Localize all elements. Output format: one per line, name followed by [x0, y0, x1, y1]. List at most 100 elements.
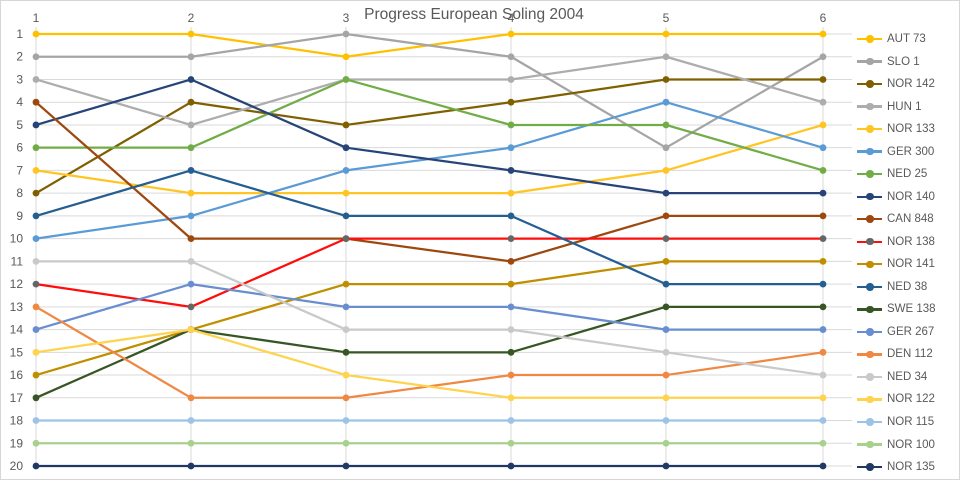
- legend-line-swatch: [857, 418, 882, 426]
- x-axis-label: 2: [188, 11, 195, 25]
- data-point-nor-142: [342, 121, 350, 129]
- data-point-nor-140: [507, 167, 515, 174]
- legend-marker-dot: [866, 418, 874, 426]
- legend-label: DEN 112: [887, 348, 933, 361]
- legend-label: SLO 1: [887, 55, 920, 68]
- legend-marker-dot: [866, 35, 874, 43]
- legend-item-nor-135[interactable]: NOR 135: [857, 456, 935, 478]
- legend-line-swatch: [857, 463, 882, 471]
- data-point-nor-138: [662, 235, 670, 243]
- legend-line-swatch: [857, 125, 882, 133]
- data-point-nor-141: [819, 257, 827, 265]
- y-axis-label: 6: [16, 141, 23, 155]
- legend-item-den-112[interactable]: DEN 112: [857, 343, 933, 365]
- data-point-nor-115: [32, 417, 40, 424]
- series-line-ned-38: [35, 169, 823, 286]
- data-point-hun-1: [819, 98, 827, 106]
- data-point-ger-267: [32, 326, 40, 333]
- legend-item-ger-300[interactable]: GER 300: [857, 141, 934, 163]
- legend-marker-dot: [866, 463, 874, 471]
- data-point-nor-140: [187, 76, 195, 83]
- y-axis-label: 8: [16, 186, 23, 200]
- legend-label: CAN 848: [887, 213, 934, 226]
- data-point-ned-25: [662, 121, 670, 129]
- data-point-hun-1: [662, 53, 670, 61]
- x-axis-label: 1: [33, 11, 40, 25]
- data-point-nor-115: [187, 417, 195, 424]
- data-point-nor-138: [32, 280, 40, 288]
- legend-item-ned-25[interactable]: NED 25: [857, 163, 927, 185]
- y-axis-label: 18: [10, 414, 24, 428]
- data-point-nor-133: [819, 121, 827, 129]
- legend-line-swatch: [857, 440, 882, 449]
- y-axis-label: 7: [16, 163, 23, 177]
- y-axis-label: 13: [10, 300, 24, 314]
- data-point-ned-38: [32, 212, 40, 220]
- data-point-nor-135: [662, 462, 670, 470]
- legend-label: NOR 142: [887, 78, 935, 91]
- data-point-aut-73: [32, 30, 40, 38]
- data-point-nor-122: [187, 326, 195, 333]
- legend-label: GER 267: [887, 325, 935, 338]
- data-point-ned-38: [662, 280, 670, 288]
- legend-item-swe-138[interactable]: SWE 138: [857, 298, 936, 320]
- legend-item-nor-115[interactable]: NOR 115: [857, 411, 934, 433]
- data-point-can-848: [32, 98, 40, 106]
- data-point-ned-34: [819, 371, 827, 379]
- data-point-swe-138: [662, 303, 670, 311]
- data-point-aut-73: [819, 30, 827, 38]
- legend-item-ned-38[interactable]: NED 38: [857, 276, 927, 298]
- legend-marker-dot: [866, 125, 874, 133]
- data-point-swe-138: [819, 303, 827, 311]
- data-point-nor-122: [819, 394, 827, 402]
- data-point-nor-140: [342, 144, 350, 152]
- legend-item-nor-141[interactable]: NOR 141: [857, 253, 935, 275]
- data-point-nor-122: [507, 394, 515, 402]
- legend-line-swatch: [857, 147, 882, 156]
- data-point-slo-1: [662, 144, 670, 152]
- legend-item-can-848[interactable]: CAN 848: [857, 208, 934, 230]
- data-point-aut-73: [187, 30, 195, 38]
- legend-label: SWE 138: [887, 303, 936, 316]
- legend-item-nor-133[interactable]: NOR 133: [857, 118, 935, 140]
- legend-marker-dot: [866, 215, 874, 223]
- legend-marker-dot: [866, 305, 874, 314]
- legend-marker-dot: [866, 373, 874, 381]
- data-point-nor-115: [819, 417, 827, 424]
- data-point-nor-140: [819, 189, 827, 197]
- data-point-ned-25: [32, 144, 40, 152]
- data-point-nor-133: [342, 189, 350, 197]
- legend-marker-dot: [866, 192, 874, 201]
- legend-item-aut-73[interactable]: AUT 73: [857, 28, 926, 50]
- legend-item-nor-122[interactable]: NOR 122: [857, 388, 935, 410]
- x-axis-label: 3: [343, 11, 350, 25]
- data-point-nor-135: [32, 462, 40, 470]
- series-line-hun-1: [35, 55, 824, 127]
- legend-line-swatch: [857, 350, 882, 359]
- legend-item-ned-34[interactable]: NED 34: [857, 366, 927, 388]
- y-axis-label: 1: [16, 27, 23, 41]
- y-axis-label: 14: [10, 323, 24, 337]
- data-point-nor-100: [819, 439, 827, 447]
- data-point-nor-135: [819, 462, 827, 470]
- y-axis-label: 16: [10, 368, 24, 382]
- legend-item-ger-267[interactable]: GER 267: [857, 321, 934, 343]
- legend-item-nor-138[interactable]: NOR 138: [857, 231, 935, 253]
- data-point-ger-267: [662, 326, 670, 333]
- legend-item-hun-1[interactable]: HUN 1: [857, 96, 922, 118]
- data-point-slo-1: [342, 30, 350, 38]
- data-point-can-848: [819, 212, 827, 220]
- legend-item-nor-142[interactable]: NOR 142: [857, 73, 935, 95]
- legend-item-slo-1[interactable]: SLO 1: [857, 51, 920, 73]
- legend-item-nor-100[interactable]: NOR 100: [857, 434, 935, 456]
- data-point-nor-142: [507, 98, 515, 106]
- legend-marker-dot: [866, 237, 874, 246]
- data-point-ned-25: [342, 76, 350, 83]
- y-axis-label: 9: [16, 209, 23, 223]
- legend-marker-dot: [866, 170, 874, 178]
- data-point-nor-100: [342, 439, 350, 447]
- legend-item-nor-140[interactable]: NOR 140: [857, 186, 935, 208]
- legend: AUT 73 SLO 1 NOR 142 HUN 1 NOR 133 GER 300 NED…: [857, 1, 957, 479]
